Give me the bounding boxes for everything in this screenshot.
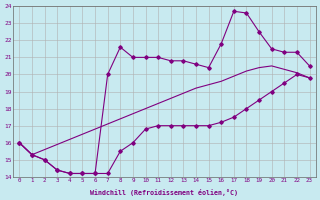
X-axis label: Windchill (Refroidissement éolien,°C): Windchill (Refroidissement éolien,°C) <box>91 189 238 196</box>
